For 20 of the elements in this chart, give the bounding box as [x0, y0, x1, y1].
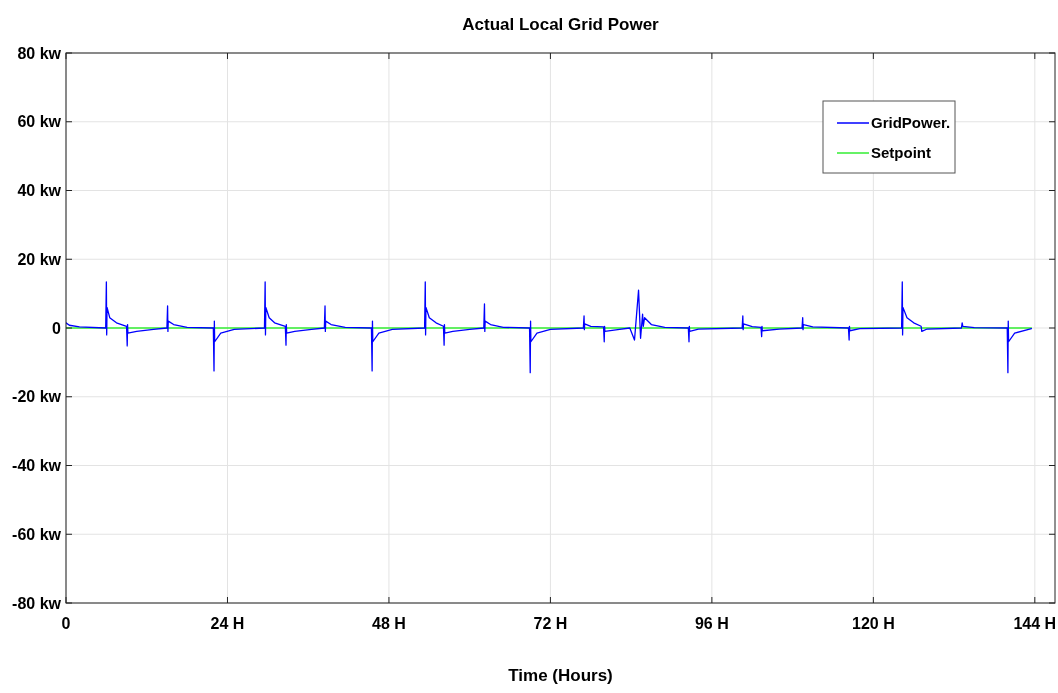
legend-label: GridPower.: [871, 114, 951, 132]
x-axis-title: Time (Hours): [508, 666, 613, 685]
line-series: [66, 281, 1033, 374]
x-tick-label: 96 H: [694, 615, 729, 632]
legend-label: Setpoint: [871, 144, 931, 162]
y-tick-label: -20 kw: [12, 388, 62, 406]
y-tick-label: 0: [52, 319, 62, 337]
x-tick-label: 72 H: [533, 615, 568, 632]
y-tick-label: 60 kw: [17, 113, 62, 131]
y-tick-label: -40 kw: [12, 457, 62, 475]
y-tick-label: -60 kw: [12, 525, 62, 543]
x-tick-label: 48 H: [372, 615, 406, 632]
x-tick-label: 144 H: [1013, 615, 1057, 632]
y-tick-label: 20 kw: [17, 250, 62, 268]
chart-title: Actual Local Grid Power: [462, 15, 660, 34]
y-tick-label: 40 kw: [17, 182, 62, 200]
x-tick-label: 120 H: [852, 615, 895, 632]
y-tick-label: 80 kw: [17, 44, 62, 62]
y-tick-label: -80 kw: [12, 594, 62, 612]
x-tick-label: 24 H: [210, 615, 245, 632]
